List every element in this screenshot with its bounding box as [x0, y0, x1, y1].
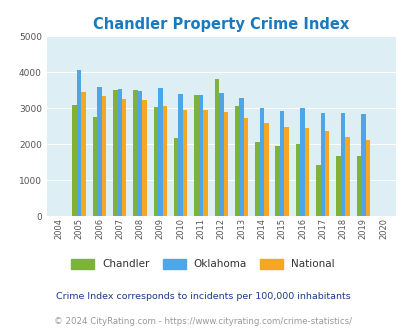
Bar [263, 123, 268, 216]
Bar [214, 80, 218, 216]
Bar [113, 90, 117, 216]
Bar [284, 127, 288, 216]
Bar [304, 128, 309, 216]
Bar [259, 108, 263, 216]
Bar [218, 93, 223, 216]
Bar [243, 117, 247, 216]
Title: Chandler Property Crime Index: Chandler Property Crime Index [93, 17, 349, 32]
Bar [138, 91, 142, 216]
Bar [275, 146, 279, 216]
Bar [360, 114, 365, 216]
Bar [364, 140, 369, 216]
Text: © 2024 CityRating.com - https://www.cityrating.com/crime-statistics/: © 2024 CityRating.com - https://www.city… [54, 317, 351, 326]
Bar [153, 107, 158, 216]
Bar [279, 111, 284, 216]
Bar [202, 110, 207, 216]
Bar [97, 87, 101, 216]
Bar [340, 113, 344, 216]
Bar [344, 137, 349, 216]
Bar [72, 105, 77, 216]
Bar [234, 107, 239, 216]
Bar [198, 95, 203, 216]
Text: Crime Index corresponds to incidents per 100,000 inhabitants: Crime Index corresponds to incidents per… [55, 292, 350, 301]
Bar [182, 110, 187, 216]
Bar [142, 100, 146, 216]
Bar [315, 165, 320, 216]
Bar [173, 138, 178, 216]
Bar [194, 95, 198, 216]
Bar [320, 113, 324, 216]
Bar [178, 94, 182, 216]
Bar [295, 144, 299, 216]
Bar [223, 112, 228, 216]
Bar [101, 96, 106, 216]
Bar [299, 108, 304, 216]
Bar [117, 89, 121, 216]
Bar [162, 107, 167, 216]
Bar [254, 142, 259, 216]
Bar [133, 90, 138, 216]
Legend: Chandler, Oklahoma, National: Chandler, Oklahoma, National [67, 255, 338, 274]
Bar [92, 117, 97, 216]
Bar [335, 156, 340, 216]
Bar [158, 88, 162, 216]
Bar [239, 98, 243, 216]
Bar [81, 92, 85, 216]
Bar [122, 99, 126, 216]
Bar [324, 131, 329, 216]
Bar [77, 71, 81, 216]
Bar [356, 156, 360, 216]
